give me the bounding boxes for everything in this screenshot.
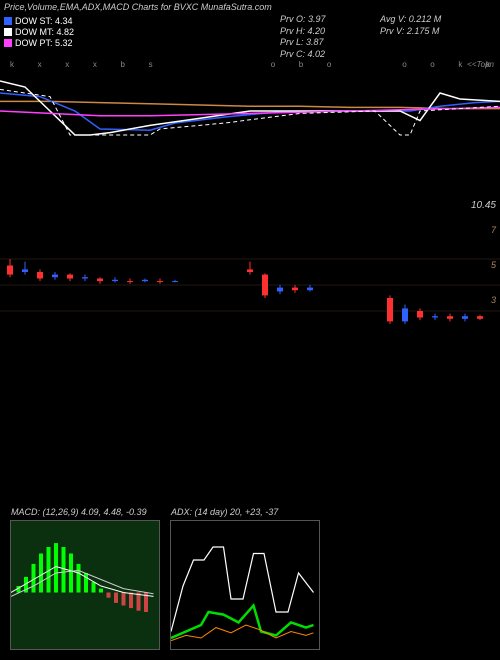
adx-title: ADX: (14 day) 20, +23, -37 — [171, 507, 278, 517]
legend-item: DOW ST: 4.34 — [4, 16, 74, 26]
prev-ohlc: Prv O: 3.97Prv H: 4.20Prv L: 3.87Prv C: … — [280, 14, 326, 61]
y-tick: 7 — [491, 225, 496, 235]
adx-chart — [171, 521, 321, 651]
candle-chart — [0, 220, 500, 350]
macd-chart — [11, 521, 161, 651]
ema-chart — [0, 75, 500, 195]
chart-title: Price,Volume,EMA,ADX,MACD Charts for BVX… — [4, 2, 496, 12]
adx-panel: ADX: (14 day) 20, +23, -37 — [170, 520, 320, 650]
top-link: <<Topn — [467, 60, 494, 69]
volume-info: Avg V: 0.212 MPrv V: 2.175 M — [380, 14, 441, 37]
macd-title: MACD: (12,26,9) 4.09, 4.48, -0.39 — [11, 507, 147, 517]
legend: DOW ST: 4.34DOW MT: 4.82DOW PT: 5.32 — [4, 16, 74, 49]
macd-panel: MACD: (12,26,9) 4.09, 4.48, -0.39 — [10, 520, 160, 650]
price-label: 10.45 — [471, 200, 496, 211]
legend-item: DOW MT: 4.82 — [4, 27, 74, 37]
y-tick: 3 — [491, 295, 496, 305]
y-tick: 5 — [491, 260, 496, 270]
legend-item: DOW PT: 5.32 — [4, 38, 74, 48]
top-ticks: kxxxbsoboookk — [10, 60, 490, 69]
